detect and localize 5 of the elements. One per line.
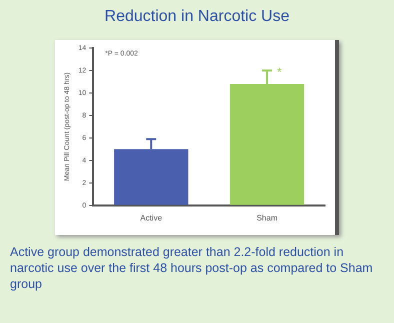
text: Active group demonstrated greater than 2.2-fold reduction in narcotic use over the first 48 hours post-op as compared to Sham group [10, 244, 374, 292]
chart-title: Reduction in Narcotic Use [104, 8, 290, 26]
x-tick-label: Active [140, 213, 163, 222]
annotation: * [277, 64, 282, 79]
x-tick-label: Sham [256, 213, 278, 222]
